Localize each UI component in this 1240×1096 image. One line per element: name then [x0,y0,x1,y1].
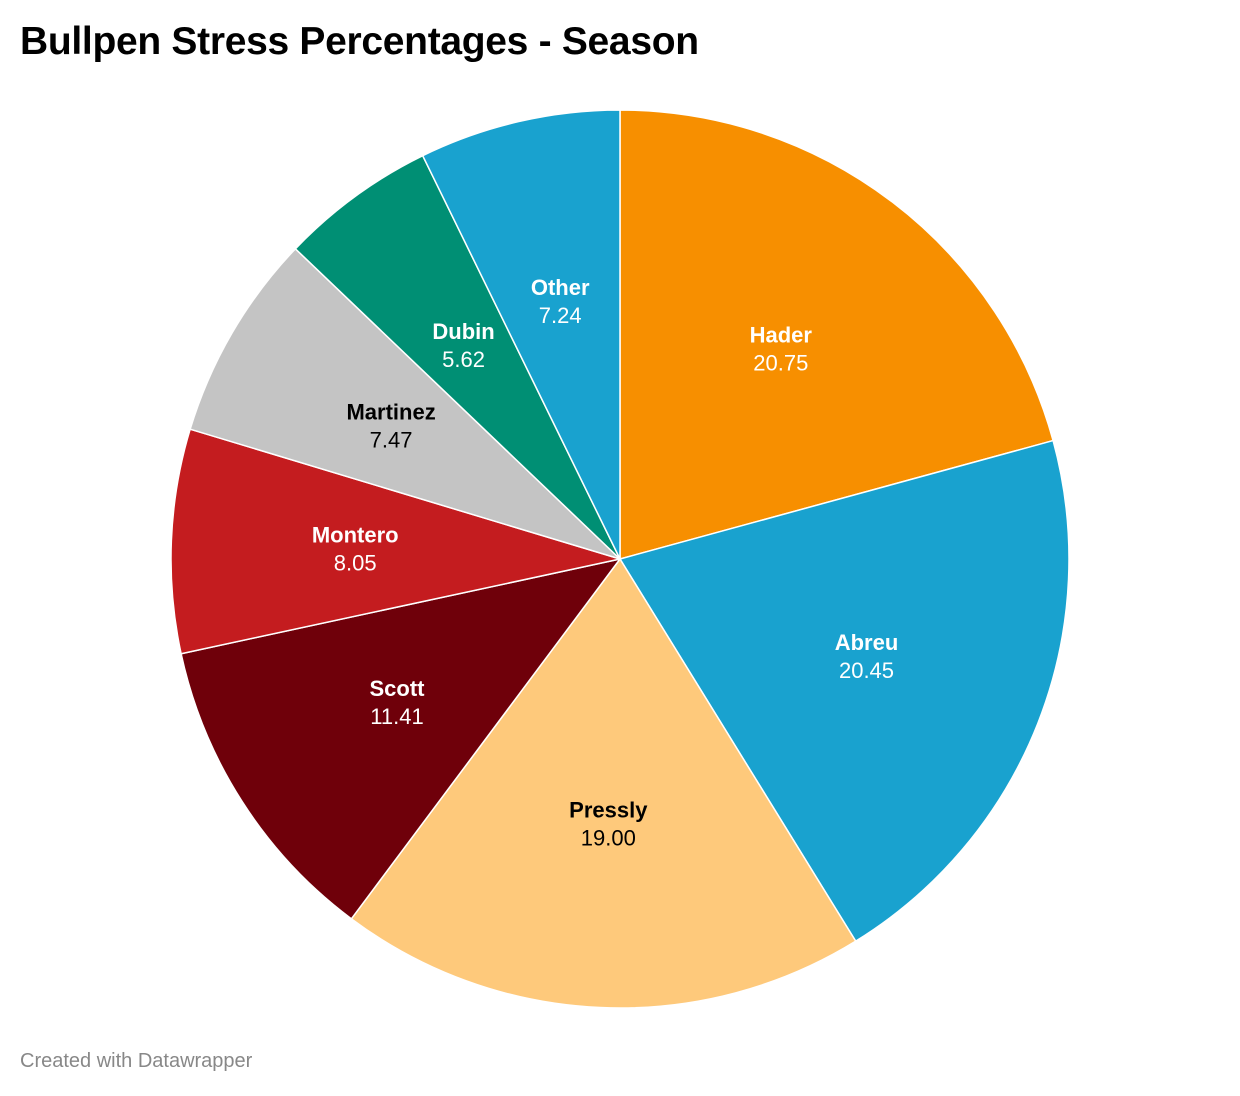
slice-label-scott: Scott [370,676,426,701]
slice-value-martinez: 7.47 [370,428,413,453]
slice-label-pressly: Pressly [569,798,648,823]
pie-slice-dubin [294,154,621,560]
slice-label-montero: Montero [312,522,399,547]
slice-value-dubin: 5.62 [442,347,485,372]
slice-label-other: Other [531,275,590,300]
slice-value-montero: 8.05 [334,550,377,575]
slice-label-hader: Hader [750,322,813,347]
slice-value-pressly: 19.00 [581,826,636,851]
pie-slice-scott [180,558,621,920]
pie-slices [170,109,1070,1009]
chart-title: Bullpen Stress Percentages - Season [20,20,699,63]
slice-value-other: 7.24 [539,303,582,328]
slice-value-hader: 20.75 [753,350,808,375]
footer-credit: Created with Datawrapper [20,1050,253,1072]
slice-label-dubin: Dubin [432,319,494,344]
slice-label-martinez: Martinez [346,400,435,425]
slice-value-abreu: 20.45 [839,658,894,683]
slice-value-scott: 11.41 [370,704,423,729]
pie-slice-pressly [350,558,857,1009]
pie-slice-other [421,109,621,560]
pie-slice-hader [619,109,1054,560]
slice-label-abreu: Abreu [835,630,899,655]
pie-slice-montero [170,428,621,655]
pie-slice-martinez [189,248,621,560]
pie-slice-abreu [619,439,1070,942]
pie-labels: Hader 20.75 Abreu 20.45 Pressly 19.00 Scott 11.… [312,275,898,851]
